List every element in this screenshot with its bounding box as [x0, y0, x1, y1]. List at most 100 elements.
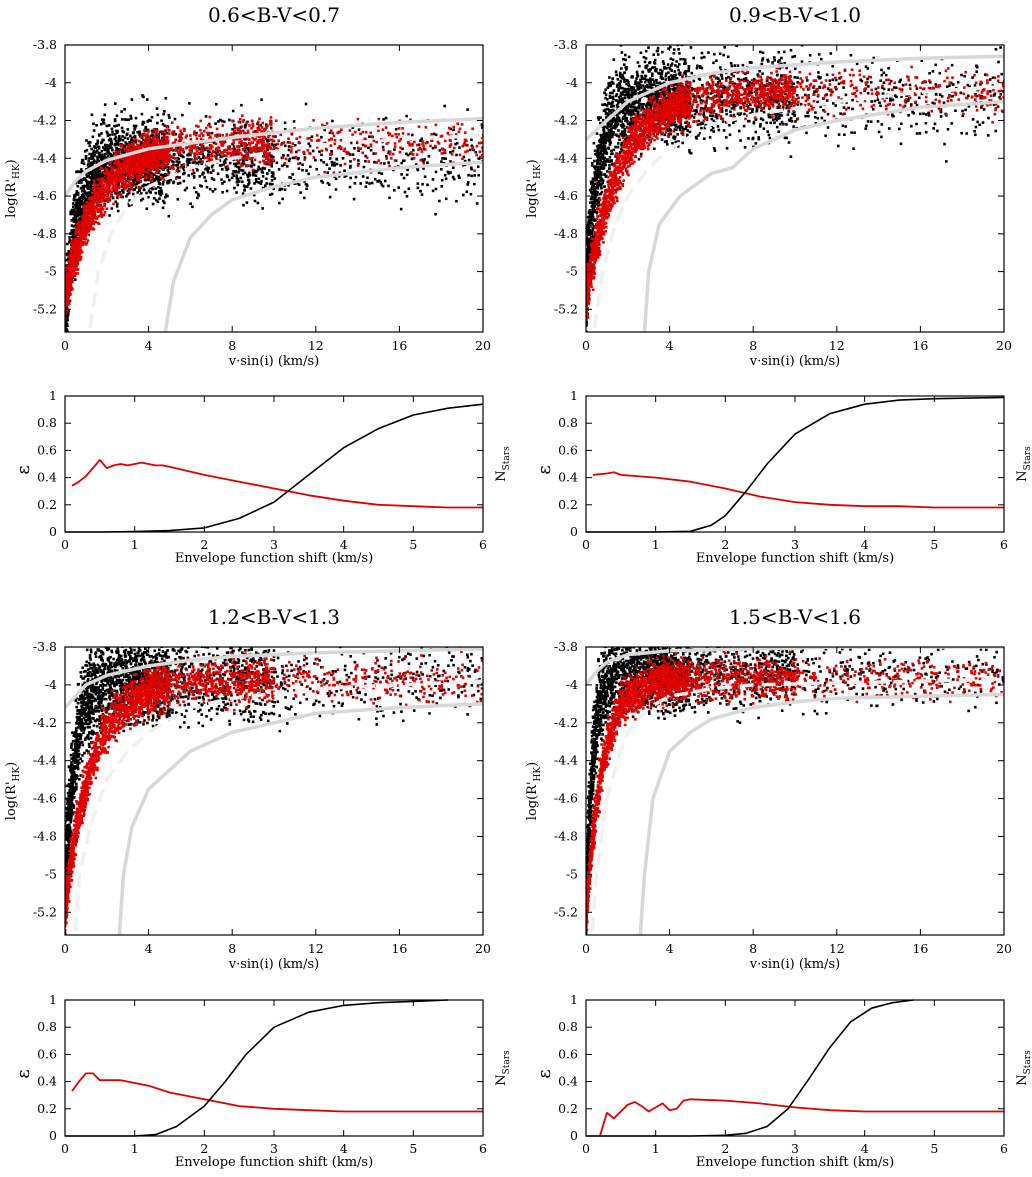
data-point	[90, 163, 94, 167]
data-point	[419, 139, 422, 142]
data-point	[71, 235, 75, 238]
data-point	[65, 308, 69, 312]
data-point	[320, 149, 324, 152]
data-point	[78, 226, 82, 229]
data-point	[449, 160, 452, 163]
data-point	[77, 205, 80, 208]
data-point	[236, 127, 239, 130]
data-point	[72, 225, 76, 228]
data-point	[77, 239, 81, 242]
data-point	[123, 181, 126, 185]
data-point	[172, 156, 175, 160]
data-point	[305, 183, 308, 186]
data-point	[132, 162, 135, 166]
data-point	[462, 163, 465, 167]
data-point	[133, 140, 136, 143]
data-point	[140, 112, 144, 116]
data-point	[354, 175, 358, 179]
data-point	[349, 160, 352, 163]
data-point	[221, 182, 224, 185]
data-point	[406, 141, 410, 144]
data-point	[92, 129, 96, 132]
data-point	[201, 156, 205, 160]
data-point	[156, 169, 159, 173]
data-point	[157, 179, 160, 183]
data-point	[120, 126, 124, 130]
data-point	[199, 128, 202, 132]
data-point	[93, 153, 96, 157]
data-point	[83, 194, 86, 198]
data-point	[132, 131, 135, 134]
data-point	[288, 141, 291, 144]
data-point	[208, 115, 212, 119]
data-point	[380, 183, 384, 187]
data-point	[99, 180, 103, 183]
data-point	[85, 223, 89, 226]
data-point	[101, 195, 104, 198]
data-point	[162, 199, 165, 203]
data-point	[89, 202, 93, 205]
data-point	[121, 135, 124, 138]
data-point	[74, 272, 77, 275]
data-point	[156, 137, 160, 140]
data-point	[370, 135, 374, 138]
data-point	[104, 199, 107, 202]
data-point	[183, 188, 187, 192]
data-point	[236, 183, 240, 187]
data-point	[243, 189, 246, 192]
data-point	[162, 159, 165, 163]
data-point	[130, 98, 134, 101]
data-point	[171, 166, 174, 169]
data-point	[268, 138, 272, 142]
data-point	[92, 151, 95, 154]
data-point	[117, 123, 120, 127]
data-point	[287, 184, 290, 187]
data-point	[146, 162, 150, 165]
data-point	[82, 186, 85, 189]
data-point	[107, 168, 111, 172]
data-point	[202, 155, 205, 158]
data-point	[91, 161, 94, 164]
data-point	[776, 36, 779, 39]
data-point	[272, 187, 275, 190]
data-point	[238, 131, 241, 134]
data-point	[160, 156, 164, 159]
data-point	[342, 149, 346, 152]
data-point	[133, 154, 136, 157]
data-point	[66, 299, 69, 302]
data-point	[402, 176, 406, 180]
data-point	[158, 197, 161, 200]
data-point	[93, 169, 97, 173]
data-point	[385, 142, 389, 145]
data-point	[113, 185, 117, 189]
data-point	[142, 175, 145, 179]
data-point	[223, 159, 227, 162]
data-point	[65, 273, 69, 277]
data-point	[461, 144, 464, 148]
data-point	[170, 147, 173, 150]
data-point	[434, 170, 438, 174]
data-point	[129, 143, 133, 147]
data-point	[248, 149, 252, 152]
data-point	[256, 120, 260, 124]
data-point	[266, 146, 269, 149]
data-point	[77, 246, 80, 250]
data-point	[138, 171, 141, 174]
data-point	[175, 148, 178, 152]
data-point	[251, 124, 255, 128]
data-point	[132, 143, 135, 147]
data-point	[251, 148, 255, 152]
data-point	[140, 174, 143, 178]
data-point	[761, 57, 765, 60]
data-point	[195, 161, 199, 165]
data-point	[127, 204, 131, 208]
data-point	[135, 173, 139, 176]
data-point	[349, 176, 352, 180]
data-point	[95, 185, 99, 188]
axes-frame	[64, 44, 484, 333]
data-point	[183, 129, 186, 132]
data-point	[66, 302, 69, 306]
data-point	[411, 142, 414, 146]
data-point	[74, 240, 77, 243]
data-point	[92, 222, 95, 226]
